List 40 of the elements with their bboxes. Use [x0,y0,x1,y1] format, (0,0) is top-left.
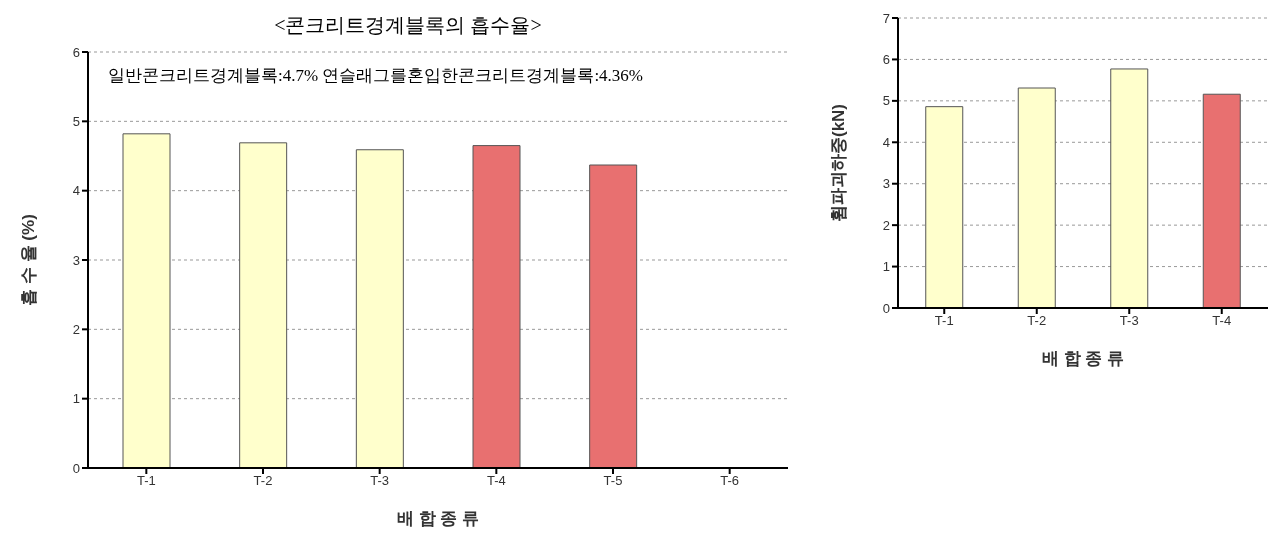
annotation: 일반콘크리트경계블록:4.7% 연슬래그를혼입한콘크리트경계블록:4.36% [108,65,644,87]
bar [355,149,404,468]
y-tick-label: 3 [72,252,80,268]
x-tick-label: T-3 [370,473,390,489]
bar [1110,68,1149,308]
y-tick-label: 5 [72,113,80,129]
x-tick-label: T-4 [1212,313,1232,329]
bar [239,142,288,468]
x-tick-label: T-1 [934,313,954,329]
bar [472,145,521,468]
bar [1017,87,1056,308]
y-axis-title: 휨파괴하중(kN) [829,103,849,223]
y-tick-label: 6 [882,52,890,68]
x-tick-label: T-6 [720,473,740,489]
x-tick-label: T-1 [136,473,156,489]
x-tick-label: T-4 [486,473,506,489]
y-tick-label: 6 [72,44,80,60]
chart-title: <콘크리트경계블록의 흡수율> [273,13,543,38]
y-tick-label: 1 [72,391,80,407]
x-tick-label: T-3 [1119,313,1139,329]
y-tick-label: 1 [882,259,890,275]
y-tick-label: 7 [882,10,890,26]
y-tick-label: 0 [882,300,890,316]
x-axis-title: 배 합 종 류 [396,509,480,528]
y-tick-label: 4 [72,183,80,199]
x-tick-label: T-5 [603,473,623,489]
y-tick-label: 4 [882,134,890,150]
y-tick-label: 5 [882,93,890,109]
y-axis-title: 흡 수 율 (%) [19,214,39,306]
x-axis-title: 배 합 종 류 [1041,349,1125,368]
x-tick-label: T-2 [253,473,273,489]
y-tick-label: 3 [882,176,890,192]
bar [122,133,171,468]
bar [589,164,638,468]
y-tick-label: 0 [72,460,80,476]
bar [1202,93,1241,308]
bar [925,106,964,308]
y-tick-label: 2 [72,321,80,337]
x-tick-label: T-2 [1027,313,1047,329]
y-tick-label: 2 [882,217,890,233]
